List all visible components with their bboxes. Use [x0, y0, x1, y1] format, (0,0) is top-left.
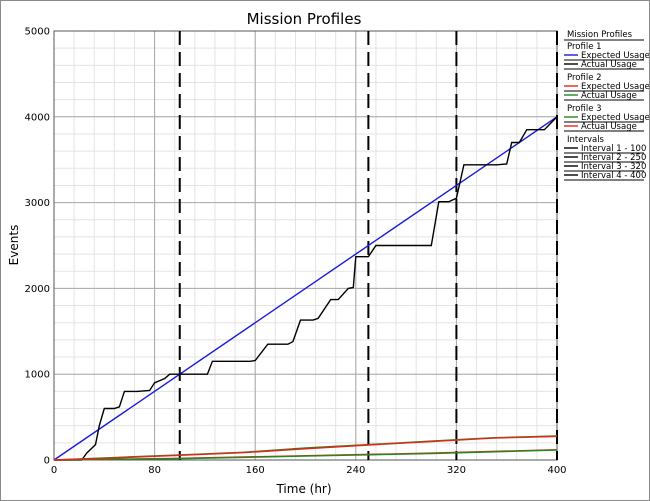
minor-grid [53, 30, 558, 461]
x-tick-label: 240 [346, 465, 365, 476]
legend-group-name: Intervals [567, 135, 605, 145]
y-tick-label: 1000 [25, 370, 50, 381]
legend-entry-label: Interval 2 - 250 [581, 153, 646, 163]
series-layer [53, 116, 558, 461]
legend-title: Mission Profiles [567, 30, 633, 40]
legend-entry-label: Expected Usage [581, 82, 649, 92]
major-grid [53, 30, 558, 461]
x-tick-label: 0 [51, 465, 57, 476]
y-tick-label: 0 [44, 456, 50, 467]
series-line [53, 435, 558, 461]
legend-group-name: Profile 1 [567, 42, 602, 52]
y-tick-label: 5000 [25, 27, 50, 38]
legend-entry-label: Expected Usage [581, 51, 649, 61]
legend-entry-label: Interval 4 - 400 [581, 171, 646, 181]
legend-group-name: Profile 3 [567, 104, 602, 114]
legend-entry-label: Interval 3 - 320 [581, 162, 646, 172]
plot-area [53, 30, 558, 461]
y-tick-label: 4000 [25, 112, 50, 123]
legend-group-name: Profile 2 [567, 73, 602, 83]
y-axis-ticks: 0 1000 2000 3000 4000 5000 [25, 27, 50, 467]
series-line [53, 449, 558, 461]
series-line [53, 116, 558, 461]
x-tick-label: 400 [547, 465, 566, 476]
series-line [54, 116, 558, 461]
x-tick-label: 160 [246, 465, 265, 476]
x-axis-ticks: 0 80 160 240 320 400 [51, 465, 567, 476]
y-tick-label: 3000 [25, 198, 50, 209]
legend-entry-label: Actual Usage [581, 91, 637, 101]
series-line [53, 449, 558, 461]
y-axis-title: Events [7, 225, 21, 266]
x-tick-label: 80 [148, 465, 161, 476]
x-tick-label: 320 [447, 465, 466, 476]
chart-title: Mission Profiles [247, 10, 362, 28]
legend-entry-label: Actual Usage [581, 60, 637, 70]
x-axis-title: Time (hr) [275, 482, 331, 496]
legend-entry-label: Interval 1 - 100 [581, 144, 646, 154]
y-tick-label: 2000 [25, 284, 50, 295]
legend-entry-label: Actual Usage [581, 122, 637, 132]
legend-entry-label: Expected Usage [581, 113, 649, 123]
